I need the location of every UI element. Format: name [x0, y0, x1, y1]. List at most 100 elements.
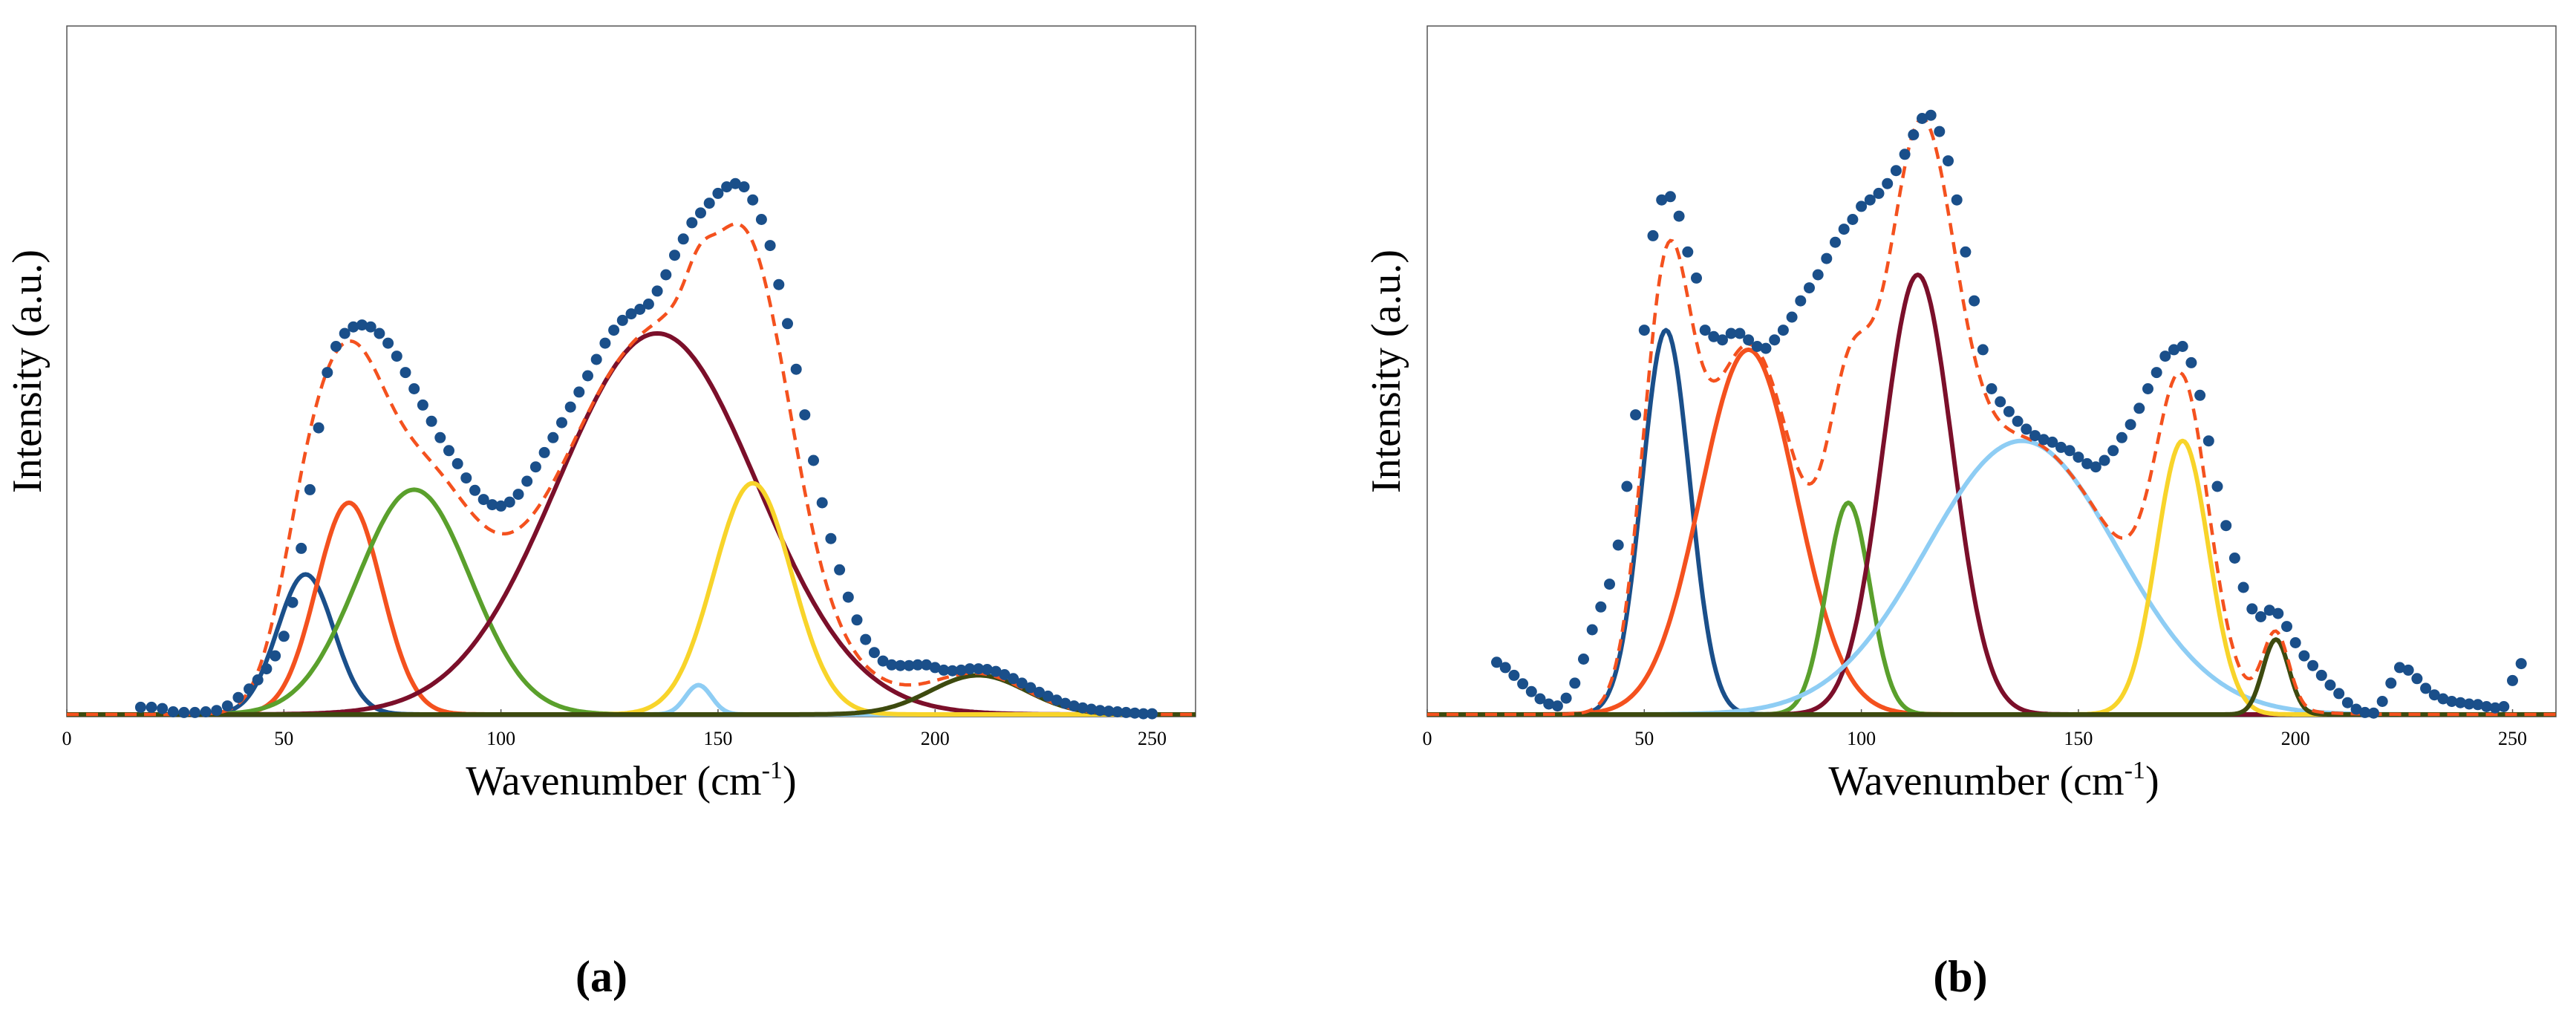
plot-frame	[66, 25, 1196, 717]
x-tick-label: 100	[1847, 728, 1876, 749]
data-point	[990, 665, 1002, 677]
data-point	[573, 386, 585, 398]
data-point	[1882, 177, 1894, 189]
data-point	[469, 484, 480, 496]
data-point	[616, 314, 628, 326]
data-point	[1578, 654, 1589, 665]
data-point	[2350, 703, 2362, 715]
data-point	[2498, 701, 2510, 712]
panel-label: (a)	[575, 952, 627, 1001]
data-point	[1864, 194, 1876, 206]
data-point	[1838, 224, 1850, 235]
data-point	[1812, 269, 1824, 281]
data-point	[2489, 702, 2501, 714]
data-point	[270, 650, 281, 662]
data-point	[261, 663, 273, 675]
data-point	[851, 614, 863, 626]
data-point	[651, 285, 663, 297]
data-point	[2081, 457, 2093, 469]
data-point	[460, 472, 472, 484]
x-tick-label: 0	[1423, 728, 1432, 749]
data-point	[1769, 334, 1781, 346]
data-point	[782, 318, 793, 330]
data-point	[1086, 703, 1098, 715]
data-point	[929, 662, 941, 674]
data-point	[790, 363, 802, 375]
data-point	[189, 706, 200, 718]
data-point	[938, 664, 950, 676]
data-point	[252, 674, 264, 685]
x-tick-label: 0	[62, 728, 72, 749]
data-point	[1595, 601, 1607, 613]
data-point	[287, 596, 299, 608]
data-point	[1830, 236, 1841, 248]
data-point	[2376, 696, 2388, 707]
data-point	[1008, 673, 1019, 685]
data-point	[1612, 539, 1624, 551]
data-point	[1060, 697, 1072, 709]
data-point	[947, 665, 959, 677]
data-point	[1664, 191, 1676, 203]
data-point	[2107, 445, 2119, 457]
data-point	[1517, 678, 1529, 690]
x-axis-label-end: )	[2145, 758, 2159, 804]
data-point	[2368, 707, 2379, 719]
data-point	[313, 422, 325, 434]
data-point	[2142, 383, 2153, 394]
data-point	[903, 659, 915, 671]
data-point	[1691, 272, 1702, 284]
data-point	[538, 446, 550, 458]
data-point	[1847, 214, 1859, 225]
data-point	[747, 194, 759, 206]
x-axis-label: Wavenumber (cm-1)	[1828, 757, 2159, 804]
data-point	[1604, 579, 1615, 590]
component-peak-210	[66, 673, 1196, 717]
data-point	[564, 401, 576, 413]
data-point	[2003, 405, 2015, 417]
data-point	[1873, 187, 1885, 199]
data-point	[1051, 694, 1063, 706]
data-point	[582, 370, 593, 382]
data-point	[2263, 605, 2275, 616]
data-point	[1917, 113, 1928, 124]
data-point	[1077, 702, 1089, 714]
data-point	[2307, 659, 2319, 671]
data-point	[1925, 109, 1937, 121]
data-point	[2481, 701, 2492, 712]
data-point	[232, 691, 244, 703]
x-axis-label-text: Wavenumber (cm	[466, 758, 761, 804]
data-point	[1786, 311, 1798, 323]
data-point	[2228, 553, 2240, 564]
data-point	[486, 499, 498, 511]
data-point	[434, 431, 446, 443]
x-tick-label: 250	[2498, 728, 2527, 749]
data-point	[2168, 344, 2179, 356]
data-point	[1025, 682, 1037, 694]
data-point	[512, 489, 524, 501]
data-point	[391, 351, 402, 362]
data-point	[278, 630, 290, 642]
data-point	[590, 353, 602, 365]
data-point	[408, 383, 420, 394]
data-point	[2411, 673, 2423, 685]
x-tick-label: 200	[921, 728, 950, 749]
chart-panel-1: 0 50 100 150 200 250 Wavenumber (cm-1) Intensit…	[4, 25, 1196, 1001]
data-point	[2202, 435, 2214, 447]
data-point	[1129, 707, 1141, 719]
data-point	[2341, 697, 2353, 708]
data-point	[2298, 650, 2310, 662]
data-point	[1960, 246, 1972, 258]
data-point	[1551, 700, 1563, 712]
data-point	[955, 664, 967, 676]
data-point	[1899, 149, 1911, 160]
data-point	[868, 647, 880, 659]
panel-label: (b)	[1933, 952, 1987, 1001]
data-point	[2090, 461, 2101, 473]
data-point	[2038, 434, 2050, 446]
data-point	[2047, 436, 2058, 448]
data-point	[2151, 367, 2162, 379]
data-point	[2185, 356, 2197, 368]
data-point	[1673, 210, 1685, 222]
data-point	[2515, 658, 2527, 670]
